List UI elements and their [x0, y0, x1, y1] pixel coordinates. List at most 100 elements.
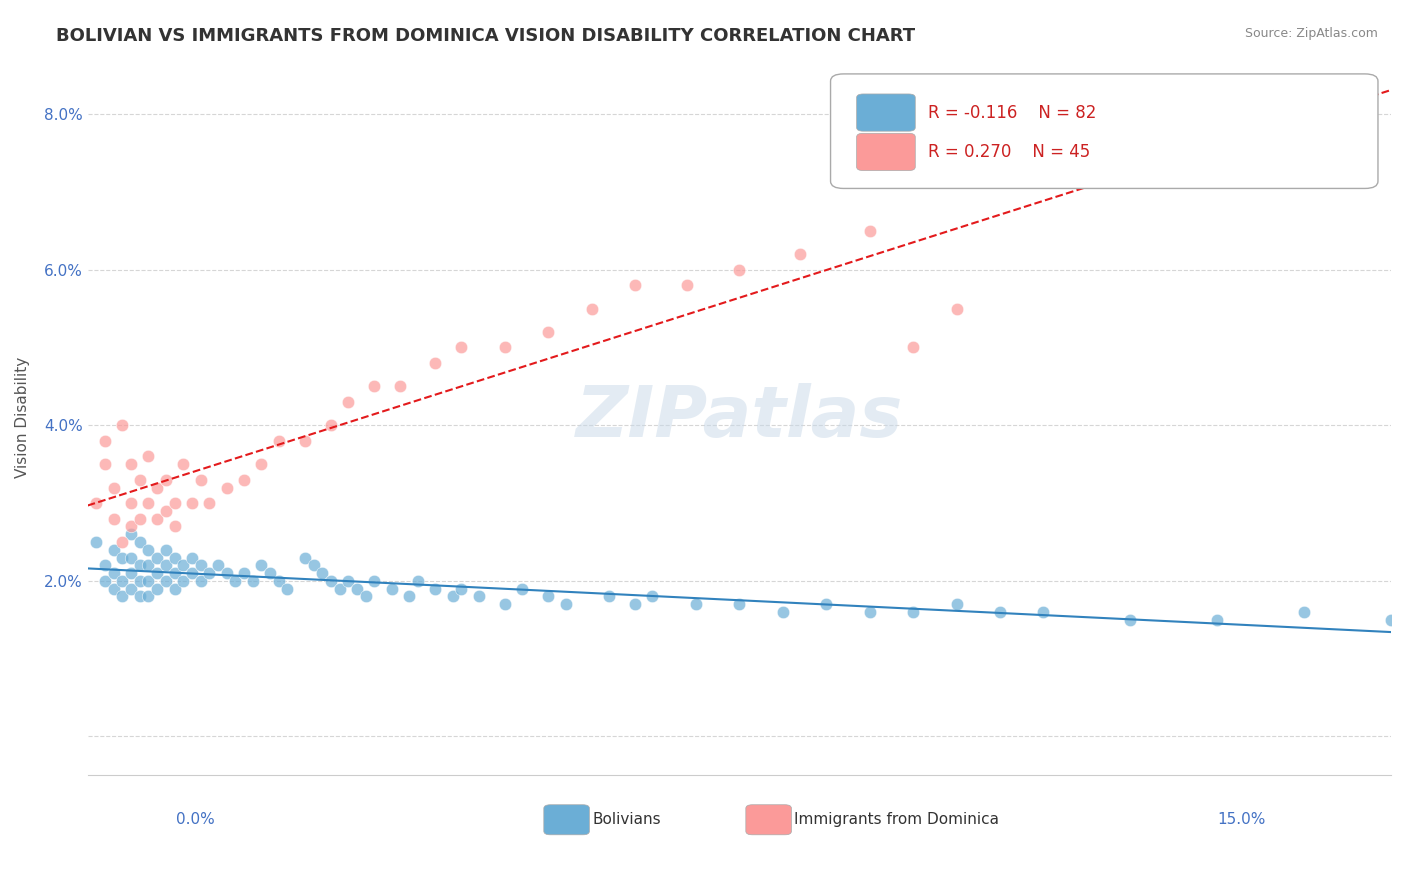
Point	[1206, 613, 1229, 627]
Point	[146, 511, 169, 525]
Y-axis label: Vision Disability: Vision Disability	[15, 357, 30, 478]
FancyBboxPatch shape	[856, 94, 915, 131]
Point	[146, 481, 169, 495]
Point	[155, 504, 177, 518]
Point	[494, 597, 516, 611]
Point	[138, 496, 160, 510]
Point	[146, 550, 169, 565]
Text: Bolivians: Bolivians	[592, 813, 661, 827]
Point	[138, 558, 160, 573]
Point	[94, 457, 117, 471]
Point	[190, 574, 212, 588]
Point	[111, 590, 134, 604]
Point	[120, 527, 142, 541]
Point	[86, 535, 108, 549]
Text: BOLIVIAN VS IMMIGRANTS FROM DOMINICA VISION DISABILITY CORRELATION CHART: BOLIVIAN VS IMMIGRANTS FROM DOMINICA VIS…	[56, 27, 915, 45]
Text: 15.0%: 15.0%	[1218, 812, 1265, 827]
Point	[945, 301, 967, 316]
Point	[86, 496, 108, 510]
Point	[94, 574, 117, 588]
Point	[180, 566, 202, 580]
Point	[172, 558, 194, 573]
Point	[103, 481, 125, 495]
Point	[138, 450, 160, 464]
Point	[120, 566, 142, 580]
Point	[494, 341, 516, 355]
Point	[242, 574, 264, 588]
Point	[425, 356, 447, 370]
Point	[859, 224, 882, 238]
Point	[215, 566, 238, 580]
Point	[215, 481, 238, 495]
Point	[146, 582, 169, 596]
Point	[128, 511, 150, 525]
Point	[389, 379, 412, 393]
FancyBboxPatch shape	[544, 805, 589, 835]
Point	[138, 574, 160, 588]
Point	[190, 473, 212, 487]
Point	[250, 457, 273, 471]
Point	[467, 590, 489, 604]
FancyBboxPatch shape	[745, 805, 792, 835]
Point	[259, 566, 281, 580]
Point	[337, 574, 360, 588]
Point	[111, 574, 134, 588]
Point	[406, 574, 429, 588]
Point	[319, 418, 342, 433]
Point	[94, 558, 117, 573]
Point	[233, 473, 256, 487]
Point	[450, 582, 472, 596]
Text: Immigrants from Dominica: Immigrants from Dominica	[794, 813, 1000, 827]
Point	[329, 582, 352, 596]
Point	[354, 590, 377, 604]
Point	[624, 597, 647, 611]
Point	[120, 496, 142, 510]
Point	[624, 278, 647, 293]
Point	[728, 597, 751, 611]
Point	[103, 511, 125, 525]
Point	[581, 301, 603, 316]
Point	[267, 574, 290, 588]
Point	[163, 582, 186, 596]
Point	[381, 582, 404, 596]
FancyBboxPatch shape	[856, 133, 915, 170]
Point	[537, 325, 560, 339]
Text: Source: ZipAtlas.com: Source: ZipAtlas.com	[1244, 27, 1378, 40]
Point	[103, 566, 125, 580]
Point	[155, 574, 177, 588]
Point	[128, 473, 150, 487]
Point	[554, 597, 576, 611]
Point	[138, 590, 160, 604]
Point	[103, 542, 125, 557]
Point	[155, 473, 177, 487]
Point	[163, 566, 186, 580]
Point	[294, 434, 316, 448]
Point	[945, 597, 967, 611]
FancyBboxPatch shape	[831, 74, 1378, 188]
Point	[198, 566, 221, 580]
Point	[728, 262, 751, 277]
Point	[146, 566, 169, 580]
Point	[398, 590, 420, 604]
Point	[207, 558, 229, 573]
Point	[450, 341, 472, 355]
Point	[128, 535, 150, 549]
Point	[302, 558, 325, 573]
Point	[901, 341, 924, 355]
Point	[311, 566, 333, 580]
Point	[180, 550, 202, 565]
Point	[337, 395, 360, 409]
Point	[233, 566, 256, 580]
Point	[163, 496, 186, 510]
Point	[190, 558, 212, 573]
Point	[111, 418, 134, 433]
Point	[128, 590, 150, 604]
Point	[319, 574, 342, 588]
Point	[901, 605, 924, 619]
Point	[94, 434, 117, 448]
Point	[537, 590, 560, 604]
Point	[441, 590, 464, 604]
Point	[120, 519, 142, 533]
Point	[641, 590, 664, 604]
Point	[1379, 613, 1402, 627]
